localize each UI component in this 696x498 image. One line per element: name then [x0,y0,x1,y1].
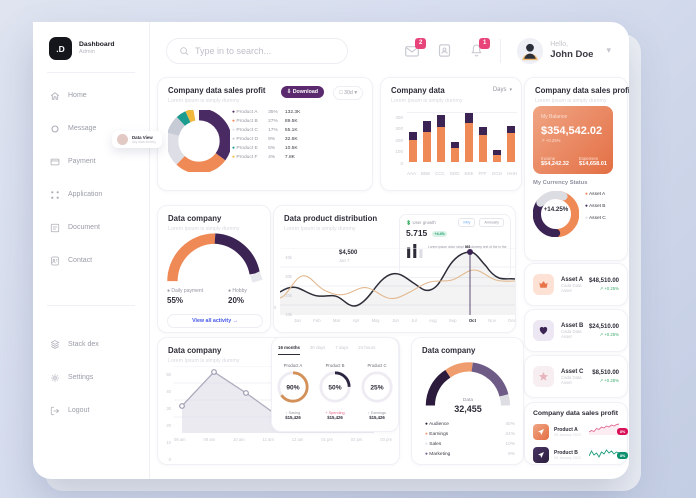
svg-text:50%: 50% [328,384,341,391]
svg-text:25%: 25% [370,384,383,391]
svg-text:90%: 90% [286,384,299,391]
